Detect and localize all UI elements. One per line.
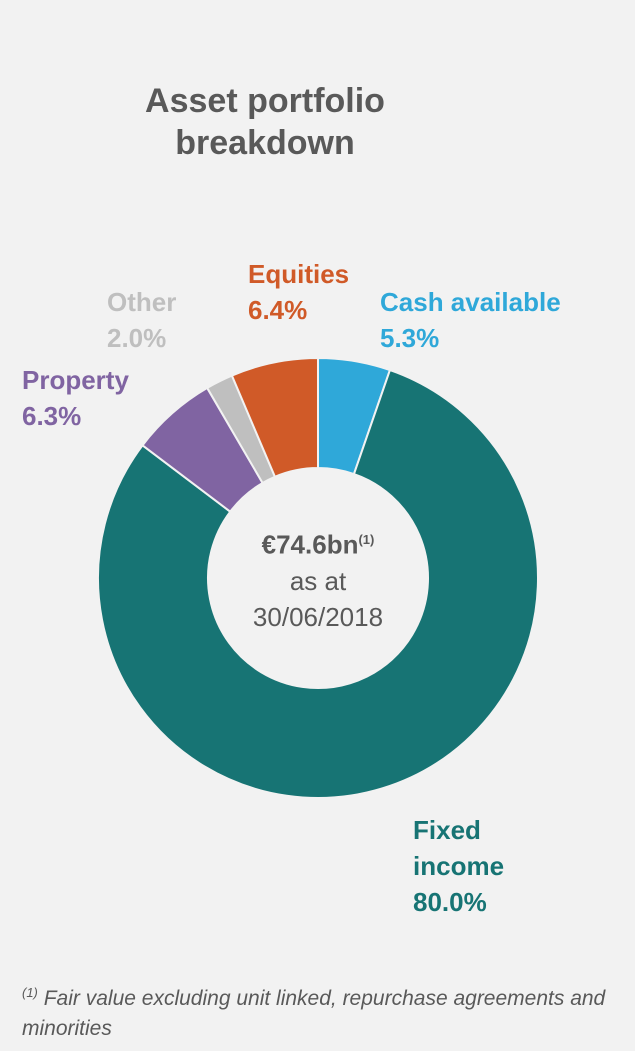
category-label: Fixed income bbox=[413, 815, 505, 881]
donut-slice bbox=[230, 356, 319, 479]
slice-label: Property 6.3% bbox=[22, 362, 202, 434]
slice-label: Cash available 5.3% bbox=[380, 284, 620, 356]
slice-label: Other 2.0% bbox=[107, 284, 227, 356]
center-line: 30/06/2018 bbox=[252, 601, 384, 632]
footnote: (1) Fair value excluding unit linked, re… bbox=[22, 978, 612, 1044]
category-label: Other bbox=[107, 287, 177, 317]
category-label: Property bbox=[22, 365, 129, 395]
donut-slice bbox=[97, 368, 539, 799]
category-label: Cash available bbox=[380, 287, 561, 317]
value-label: 5.3% bbox=[380, 323, 440, 353]
value-label: 6.3% bbox=[22, 401, 82, 431]
chart-title: Asset portfolio breakdown bbox=[145, 82, 385, 162]
center-note: (1) bbox=[358, 532, 375, 547]
footnote-text: Fair value excluding unit linked, repurc… bbox=[22, 987, 606, 1040]
value-label: 2.0% bbox=[107, 323, 167, 353]
center-line: as at bbox=[289, 565, 347, 596]
value-label: 80.0% bbox=[413, 887, 487, 917]
center-label: €74.6bn(1) as at 30/06/2018 bbox=[218, 522, 418, 635]
category-label: Equities bbox=[248, 259, 350, 289]
center-value: €74.6bn bbox=[261, 529, 359, 560]
slice-label: Equities 6.4% bbox=[248, 256, 408, 328]
slice-label: Fixed income 80.0% bbox=[413, 812, 533, 920]
value-label: 6.4% bbox=[248, 295, 308, 325]
footnote-mark: (1) bbox=[22, 985, 38, 1000]
